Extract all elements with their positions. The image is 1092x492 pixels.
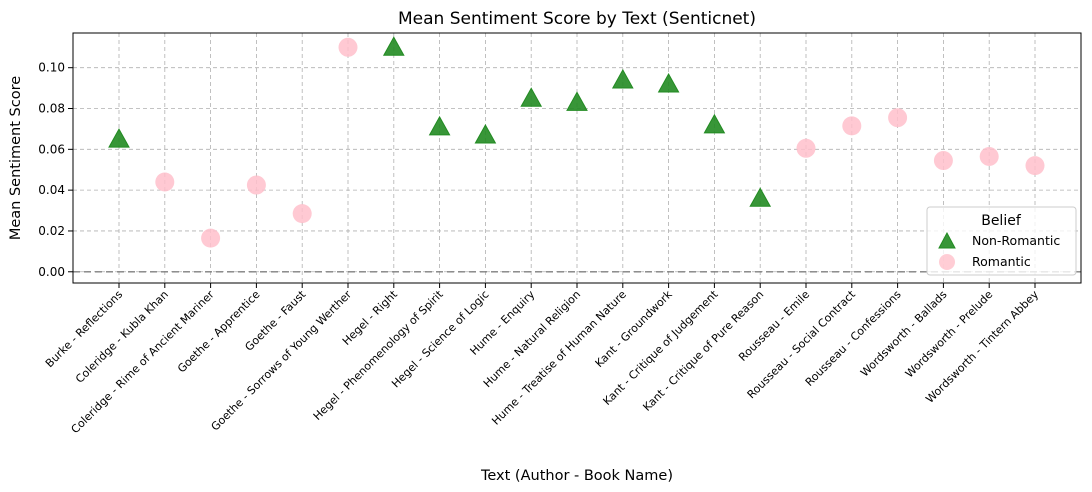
point-romantic-rousseau-confessions: [888, 108, 908, 128]
legend-label-non-romantic: Non-Romantic: [972, 233, 1060, 248]
x-tick-label: Burke - Reflections: [43, 288, 125, 370]
point-romantic-wordsworth-ballads: [933, 151, 953, 171]
x-tick-label: Kant - Groundwork: [593, 287, 676, 370]
point-non-romantic-hume-natural-religion: [566, 91, 588, 111]
point-romantic-wordsworth-tintern-abbey: [1025, 156, 1045, 176]
y-tick-label: 0.02: [38, 224, 65, 238]
point-non-romantic-hume-treatise-of-human-nature: [611, 68, 634, 89]
point-non-romantic-hegel-right: [382, 36, 405, 56]
point-non-romantic-hume-enquiry: [520, 87, 543, 107]
x-tick-label: Coleridge - Kubla Khan: [73, 288, 171, 386]
data-points: [108, 36, 1045, 248]
x-tick-label: Wordsworth - Ballads: [858, 288, 950, 380]
legend-label-romantic: Romantic: [972, 254, 1031, 269]
point-romantic-wordsworth-prelude: [979, 146, 999, 166]
point-romantic-goethe-faust: [292, 204, 312, 224]
legend-title: Belief: [981, 213, 1022, 229]
point-non-romantic-burke-reflections: [108, 128, 130, 148]
point-non-romantic-kant-groundwork: [657, 72, 680, 93]
point-romantic-rousseau-emile: [796, 138, 816, 158]
y-tick-label: 0.00: [38, 265, 65, 279]
point-romantic-rousseau-social-contract: [842, 116, 862, 136]
x-tick-label: Goethe - Apprentice: [175, 288, 263, 376]
y-tick-label: 0.08: [38, 102, 65, 116]
point-romantic-coleridge-kubla-khan: [155, 172, 175, 192]
point-romantic-goethe-sorrows-of-young-werther: [338, 37, 358, 57]
y-axis-ticks: 0.00 0.02 0.04 0.06 0.08 0.10: [38, 61, 73, 279]
point-romantic-goethe-apprentice: [246, 175, 266, 195]
legend: Belief Non-Romantic Romantic: [926, 206, 1077, 276]
y-tick-label: 0.06: [38, 142, 65, 156]
x-tick-label: Wordsworth - Prelude: [903, 288, 996, 381]
legend-box: [926, 206, 1077, 276]
y-tick-label: 0.04: [38, 183, 65, 197]
point-non-romantic-kant-critique-of-judgement: [703, 113, 726, 134]
chart-title: Mean Sentiment Score by Text (Senticnet): [398, 9, 756, 29]
x-axis-label: Text (Author - Book Name): [480, 468, 673, 484]
y-tick-label: 0.10: [38, 61, 65, 75]
y-axis-label: Mean Sentiment Score: [8, 76, 24, 240]
point-non-romantic-kant-critique-of-pure-reason: [749, 187, 772, 207]
point-romantic-coleridge-rime-of-ancient-mariner: [201, 228, 221, 248]
point-non-romantic-hegel-science-of-logic: [474, 124, 497, 144]
legend-marker-romantic: [939, 254, 955, 270]
point-non-romantic-hegel-phenomenology-of-spirit: [428, 115, 451, 136]
legend-marker-non-romantic: [938, 231, 956, 249]
